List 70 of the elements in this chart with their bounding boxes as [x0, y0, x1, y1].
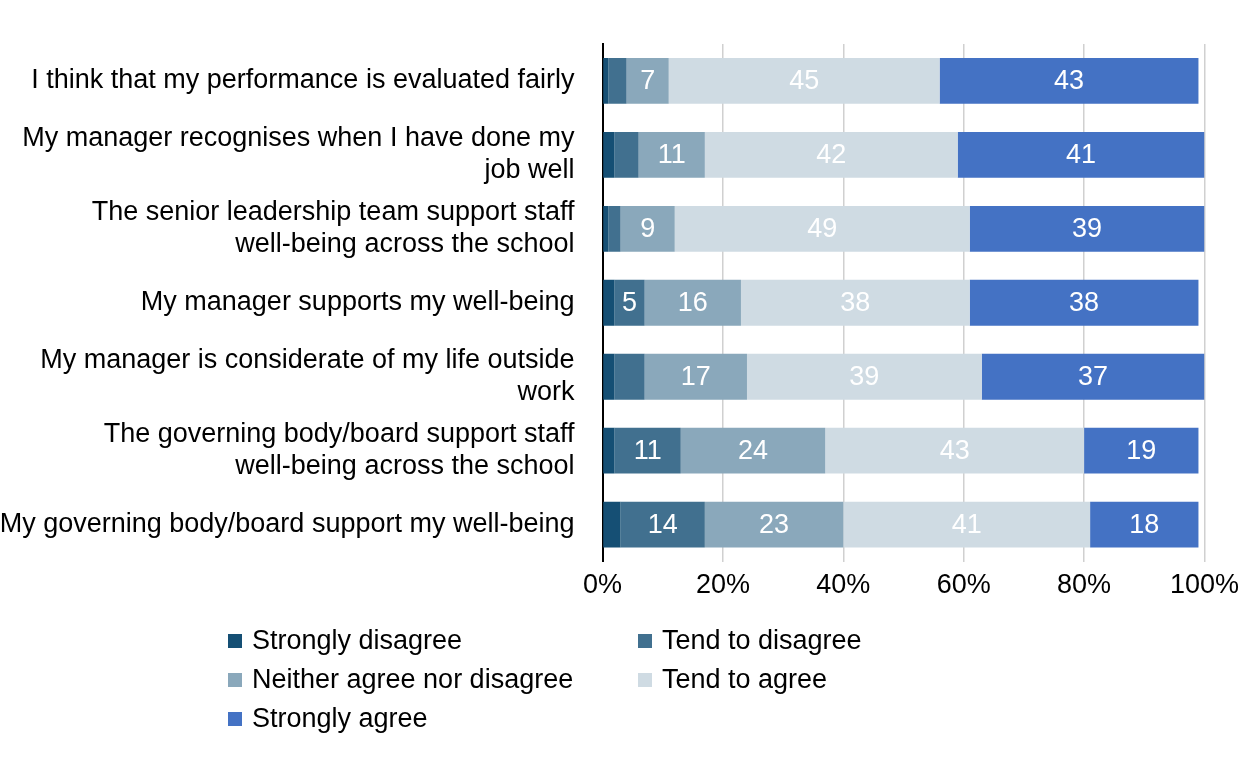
data-label: 41: [1066, 139, 1097, 170]
data-label: 5: [622, 287, 638, 318]
y-tick-label: My manager is considerate of my life outside work: [40, 344, 575, 407]
data-label: 38: [1069, 287, 1100, 318]
x-tick-label: 40%: [816, 569, 871, 600]
y-tick-label: My manager supports my well-being: [140, 286, 575, 317]
bar: [608, 205, 621, 252]
bar: [603, 57, 609, 104]
bar: [704, 501, 844, 548]
bar: [644, 279, 741, 326]
bar: [740, 279, 970, 326]
bar: [614, 427, 681, 474]
bar: [614, 131, 639, 178]
legend-label: Strongly disagree: [252, 625, 463, 656]
x-tick-label: 100%: [1169, 569, 1239, 600]
y-tick-label: I think that my performance is evaluated fairly: [31, 64, 575, 95]
legend-label: Neither agree nor disagree: [252, 664, 574, 695]
bar: [603, 501, 621, 548]
data-label: 23: [759, 509, 790, 540]
y-tick-label: My manager recognises when I have done my job well: [22, 122, 575, 185]
bar: [603, 205, 609, 252]
data-label: 39: [1072, 213, 1103, 244]
data-label: 43: [1054, 65, 1085, 96]
legend-label: Tend to agree: [662, 664, 828, 695]
data-label: 24: [737, 435, 769, 466]
legend-label: Tend to disagree: [662, 625, 862, 656]
bar: [603, 131, 615, 178]
bar: [825, 427, 1085, 474]
x-tick-label: 0%: [582, 569, 623, 600]
bar: [674, 205, 970, 252]
bar: [644, 353, 747, 400]
y-tick-label: My governing body/board support my well-being: [0, 508, 575, 539]
y-tick-label: The governing body/board support staff well-being across the school: [103, 418, 575, 481]
bar: [939, 57, 1199, 104]
bar: [626, 57, 669, 104]
data-label: 7: [640, 65, 656, 96]
data-label: 18: [1129, 509, 1160, 540]
bar: [1084, 427, 1199, 474]
data-label: 17: [680, 361, 711, 392]
bar: [603, 279, 615, 326]
data-label: 11: [633, 435, 662, 466]
data-label: 19: [1126, 435, 1157, 466]
x-tick-label: 60%: [936, 569, 991, 600]
data-label: 9: [640, 213, 656, 244]
bar: [620, 501, 705, 548]
bar: [614, 353, 645, 400]
data-label: 37: [1078, 361, 1109, 392]
bar: [680, 427, 826, 474]
bar: [969, 279, 1199, 326]
data-label: 16: [677, 287, 708, 318]
data-label: 14: [647, 509, 678, 540]
bar: [603, 353, 615, 400]
bar: [638, 131, 705, 178]
bar: [981, 353, 1205, 400]
x-tick-label: 20%: [695, 569, 750, 600]
y-tick-label: The senior leadership team support staff well-being across the school: [91, 196, 575, 259]
x-tick-label: 80%: [1057, 569, 1112, 600]
bar: [603, 427, 615, 474]
bar: [668, 57, 940, 104]
bar: [746, 353, 982, 400]
bar: [608, 57, 627, 104]
bar: [614, 279, 645, 326]
data-label: 11: [657, 139, 686, 170]
bar: [704, 131, 958, 178]
bar: [969, 205, 1205, 252]
legend-label: Strongly agree: [252, 703, 428, 734]
bar: [957, 131, 1205, 178]
bar: [843, 501, 1091, 548]
bar: [1090, 501, 1199, 548]
bar: [620, 205, 675, 252]
